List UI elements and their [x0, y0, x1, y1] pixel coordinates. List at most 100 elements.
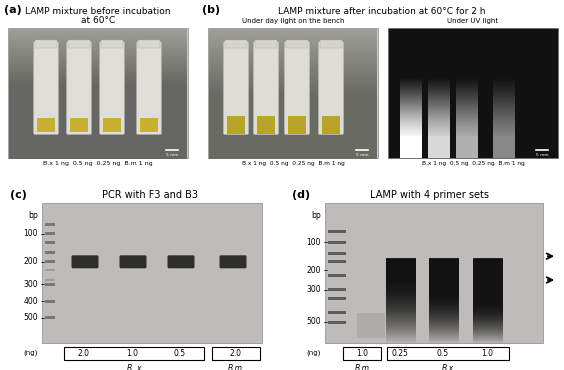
- Bar: [428, 92, 450, 94]
- Bar: [209, 158, 377, 159]
- Bar: [473, 331, 503, 333]
- Bar: [400, 96, 422, 98]
- Bar: [328, 274, 346, 277]
- Bar: [473, 298, 503, 300]
- Bar: [209, 140, 377, 141]
- Bar: [9, 89, 187, 90]
- Bar: [400, 76, 422, 78]
- Bar: [209, 51, 377, 52]
- Bar: [493, 112, 515, 114]
- Bar: [456, 86, 478, 88]
- Bar: [386, 332, 416, 334]
- Text: (c): (c): [10, 190, 27, 200]
- Bar: [473, 313, 503, 315]
- Bar: [428, 68, 450, 70]
- Bar: [209, 121, 377, 122]
- Bar: [400, 98, 422, 100]
- Bar: [209, 130, 377, 131]
- Bar: [209, 88, 377, 89]
- Bar: [456, 59, 478, 61]
- Bar: [493, 73, 515, 75]
- Bar: [428, 104, 450, 106]
- Bar: [9, 141, 187, 142]
- Bar: [456, 93, 478, 95]
- Bar: [456, 82, 478, 84]
- Text: B.x 1 ng  0.5 ng  0.25 ng  B.m 1 ng: B.x 1 ng 0.5 ng 0.25 ng B.m 1 ng: [43, 161, 153, 166]
- Text: B.m: B.m: [355, 364, 369, 370]
- Bar: [456, 73, 478, 75]
- Bar: [456, 114, 478, 116]
- Bar: [9, 118, 187, 119]
- Bar: [428, 108, 450, 110]
- Bar: [386, 267, 416, 269]
- Bar: [9, 78, 187, 79]
- Bar: [429, 277, 459, 279]
- Bar: [386, 289, 416, 291]
- Bar: [209, 57, 377, 58]
- Bar: [209, 40, 377, 41]
- Bar: [493, 114, 515, 116]
- Bar: [456, 88, 478, 90]
- Bar: [400, 64, 422, 66]
- Bar: [428, 134, 450, 136]
- Bar: [328, 260, 346, 263]
- Bar: [400, 87, 422, 89]
- Bar: [209, 46, 377, 47]
- Bar: [400, 122, 422, 124]
- Bar: [493, 88, 515, 90]
- Bar: [429, 321, 459, 323]
- Bar: [9, 112, 187, 113]
- Bar: [9, 130, 187, 131]
- Bar: [428, 136, 450, 158]
- Bar: [9, 65, 187, 66]
- Bar: [386, 300, 416, 302]
- Bar: [456, 132, 478, 134]
- Bar: [456, 98, 478, 100]
- Bar: [9, 128, 187, 129]
- Bar: [428, 71, 450, 73]
- Bar: [386, 269, 416, 271]
- Bar: [429, 313, 459, 315]
- Bar: [209, 41, 377, 42]
- Bar: [209, 113, 377, 114]
- Bar: [428, 81, 450, 83]
- Bar: [456, 60, 478, 62]
- Text: (b): (b): [202, 5, 220, 15]
- Bar: [209, 38, 377, 39]
- Bar: [209, 101, 377, 102]
- Bar: [209, 114, 377, 115]
- Bar: [429, 285, 459, 287]
- Bar: [428, 91, 450, 93]
- Bar: [456, 65, 478, 67]
- Bar: [400, 118, 422, 120]
- Bar: [64, 347, 204, 360]
- Bar: [386, 270, 416, 272]
- Bar: [209, 116, 377, 117]
- Bar: [473, 283, 503, 285]
- Bar: [386, 339, 416, 341]
- Bar: [400, 59, 422, 61]
- Bar: [386, 275, 416, 277]
- Bar: [9, 29, 187, 30]
- Bar: [456, 134, 478, 136]
- Bar: [456, 99, 478, 101]
- Bar: [473, 295, 503, 297]
- Bar: [428, 86, 450, 88]
- Bar: [45, 299, 55, 303]
- Bar: [456, 62, 478, 64]
- Bar: [456, 101, 478, 103]
- Bar: [386, 340, 416, 342]
- Bar: [209, 104, 377, 105]
- Bar: [209, 44, 377, 45]
- Bar: [386, 273, 416, 275]
- Bar: [400, 125, 422, 127]
- Bar: [473, 319, 503, 321]
- Bar: [209, 76, 377, 77]
- Bar: [428, 115, 450, 117]
- Bar: [288, 116, 306, 134]
- Bar: [209, 37, 377, 38]
- Bar: [493, 95, 515, 97]
- Text: 2.0: 2.0: [78, 349, 90, 358]
- Bar: [428, 125, 450, 127]
- Bar: [386, 279, 416, 281]
